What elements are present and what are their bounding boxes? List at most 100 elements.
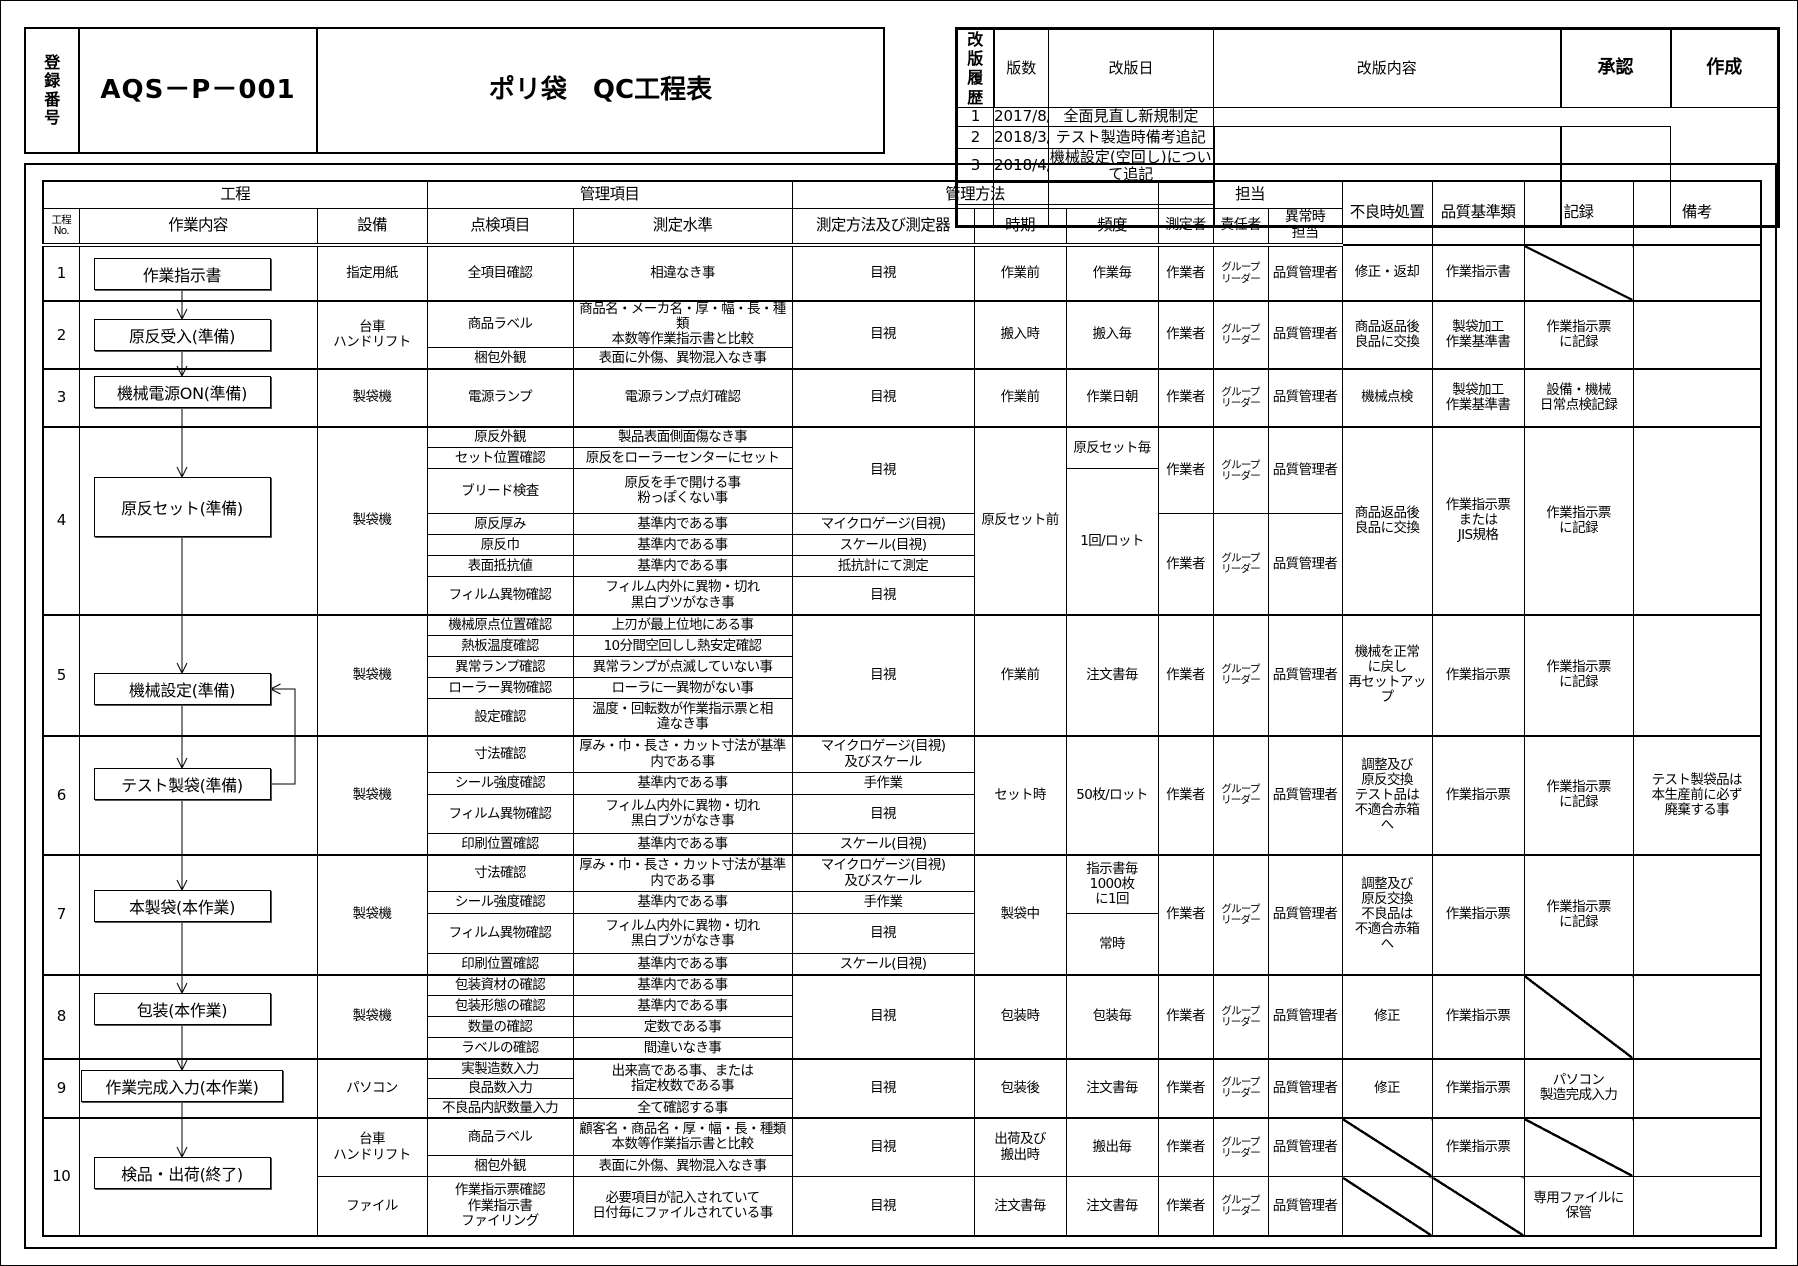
- header-responsible: 責任者: [1212, 207, 1269, 247]
- record-not-applicable: [1523, 973, 1634, 1060]
- no-cell: 1: [42, 244, 80, 302]
- responsible-cell: グループ リーダー: [1212, 734, 1269, 856]
- no-cell: 6: [42, 734, 80, 856]
- methods-cell: スケール(目視): [791, 534, 975, 557]
- defect-action-cell: 修正・返却: [1341, 244, 1433, 302]
- revision-date: 2018/4/25: [993, 147, 1049, 184]
- no-cell: 3: [42, 367, 80, 428]
- table-row: 熱板温度確認 10分間空回しし熱安定確認: [43, 635, 1761, 658]
- methods-cell: 目視: [791, 794, 975, 835]
- standards-cell: 基準内である事: [572, 995, 793, 1018]
- standards-cell: 異常ランプが点滅していない事: [572, 656, 793, 679]
- standards-cell: 基準内である事: [572, 513, 793, 536]
- measurer-cell: 作業者: [1157, 973, 1214, 1060]
- no-cell: 2: [42, 300, 80, 370]
- check-items-cell: 異常ランプ確認: [426, 656, 574, 679]
- abnormal-cell: 品質管理者: [1267, 853, 1343, 976]
- abnormal-cell: 品質管理者: [1267, 513, 1343, 616]
- check-items-cell: フィルム異物確認: [426, 794, 574, 835]
- standards-cell: 間違いなき事: [572, 1037, 793, 1060]
- timing-cell: 包装後: [973, 1057, 1067, 1119]
- no-cell: 9: [42, 1057, 80, 1119]
- quality-standard-cell: 製袋加工 作業基準書: [1431, 300, 1525, 370]
- remarks-cell: [1632, 973, 1762, 1060]
- responsible-cell: グループ リーダー: [1212, 973, 1269, 1060]
- quality-standard-cell: 作業指示票: [1431, 613, 1525, 737]
- header-frequency: 頻度: [1065, 207, 1159, 247]
- remarks-cell: [1632, 425, 1762, 616]
- standards-cell: 出来高である事、または 指定枚数である事: [572, 1057, 793, 1100]
- abnormal-cell: 品質管理者: [1267, 973, 1343, 1060]
- measurer-cell: 作業者: [1157, 1176, 1214, 1237]
- table-row: 8 製袋機 包装資材の確認 基準内である事 目視 包装時 包装毎 作業者 グループ リーダー 品質…: [42, 973, 1762, 1060]
- record-not-applicable: [1523, 244, 1634, 302]
- measurer-cell: 作業者: [1157, 1057, 1214, 1119]
- check-items-cell: 商品ラベル: [426, 300, 574, 349]
- standards-cell: ローラに一異物がない事: [572, 677, 793, 700]
- table-row: 良品数入力: [43, 1078, 1761, 1100]
- methods-cell: 抵抗計にて測定: [791, 555, 975, 578]
- timing-cell: 作業前: [973, 244, 1067, 302]
- quality-standard-cell: 製袋加工 作業基準書: [1431, 367, 1525, 428]
- check-items-cell: フィルム異物確認: [426, 576, 574, 616]
- check-items-cell: 全項目確認: [426, 244, 574, 302]
- methods-cell: スケール(目視): [791, 833, 975, 856]
- check-items-cell: シール強度確認: [426, 772, 574, 796]
- record-cell: 作業指示票 に記録: [1523, 425, 1634, 616]
- equipment-cell: ファイル: [316, 1176, 428, 1237]
- revision-content: 全面見直し新規制定: [1048, 106, 1214, 127]
- abnormal-cell: 品質管理者: [1267, 425, 1343, 515]
- check-items-cell: シール強度確認: [426, 891, 574, 915]
- remarks-cell: [1632, 300, 1762, 370]
- standards-cell: 相違なき事: [572, 244, 793, 302]
- table-row: 3 製袋機 電源ランプ 電源ランプ点灯確認 目視 作業前 作業日朝 作業者 グループ リーダー品…: [42, 367, 1762, 428]
- timing-cell: 注文書毎: [973, 1176, 1067, 1237]
- methods-cell: 目視: [791, 1116, 975, 1178]
- table-row: 9 パソコン 実製造数入力 出来高である事、または 指定枚数である事 目視 包装後 注文書毎…: [42, 1057, 1762, 1119]
- header-timing: 時期: [973, 207, 1067, 247]
- check-items-cell: ブリード検査: [426, 468, 574, 515]
- equipment-cell: 製袋機: [316, 853, 428, 976]
- defect-action-cell: 調整及び 原反交換 不良品は 不適合赤箱 へ: [1341, 853, 1433, 976]
- methods-cell: マイクロゲージ(目視): [791, 513, 975, 536]
- table-row: 原反厚み 基準内である事 マイクロゲージ(目視) 作業者 グループ リーダー 品質管理者: [43, 513, 1761, 616]
- header-process: 工程: [42, 180, 428, 209]
- header-record: 記録: [1523, 180, 1634, 246]
- table-row: 不良品内訳数量入力 全て確認する事: [43, 1098, 1761, 1119]
- methods-cell: マイクロゲージ(目視) 及びスケール: [791, 734, 975, 774]
- quality-standard-cell: 作業指示票: [1431, 1057, 1525, 1119]
- measurer-cell: 作業者: [1157, 244, 1214, 302]
- methods-cell: 手作業: [791, 772, 975, 796]
- record-cell: 設備・機械 日常点検記録: [1523, 367, 1634, 428]
- check-items-cell: 寸法確認: [426, 853, 574, 893]
- quality-standard-cell: 作業指示票: [1431, 973, 1525, 1060]
- record-cell: 作業指示票 に記録: [1523, 734, 1634, 856]
- methods-cell: マイクロゲージ(目視) 及びスケール: [791, 853, 975, 893]
- standards-cell: 必要項目が記入されていて 日付毎にファイルされている事: [572, 1176, 793, 1237]
- remarks-cell: [1632, 244, 1762, 302]
- standards-cell: 基準内である事: [572, 833, 793, 856]
- defect-action-cell: 商品返品後 良品に交換: [1341, 300, 1433, 370]
- revision-version: 2: [956, 125, 994, 149]
- methods-cell: 目視: [791, 425, 975, 515]
- frequency-cell: 包装毎: [1065, 973, 1159, 1060]
- check-items-cell: セット位置確認: [426, 447, 574, 470]
- defect-action-cell: 機械を正常 に戻し 再セットアッ プ: [1341, 613, 1433, 737]
- timing-cell: 作業前: [973, 613, 1067, 737]
- abnormal-cell: 品質管理者: [1267, 1116, 1343, 1178]
- measurer-cell: 作業者: [1157, 367, 1214, 428]
- check-items-cell: 寸法確認: [426, 734, 574, 774]
- methods-cell: 目視: [791, 367, 975, 428]
- equipment-cell: パソコン: [316, 1057, 428, 1119]
- record-cell: 作業指示票 に記録: [1523, 300, 1634, 370]
- table-row: 4 製袋機 原反外観 製品表面側面傷なき事 目視 原反セット前 原反セット毎 作業者 グループ …: [42, 425, 1762, 616]
- check-items-cell: フィルム異物確認: [426, 913, 574, 955]
- check-items-cell: 印刷位置確認: [426, 953, 574, 976]
- table-frame: [24, 163, 1777, 1249]
- standards-cell: 基準内である事: [572, 772, 793, 796]
- standards-cell: 厚み・巾・長さ・カット寸法が基準 内である事: [572, 734, 793, 774]
- responsible-cell: グループ リーダー: [1212, 613, 1269, 737]
